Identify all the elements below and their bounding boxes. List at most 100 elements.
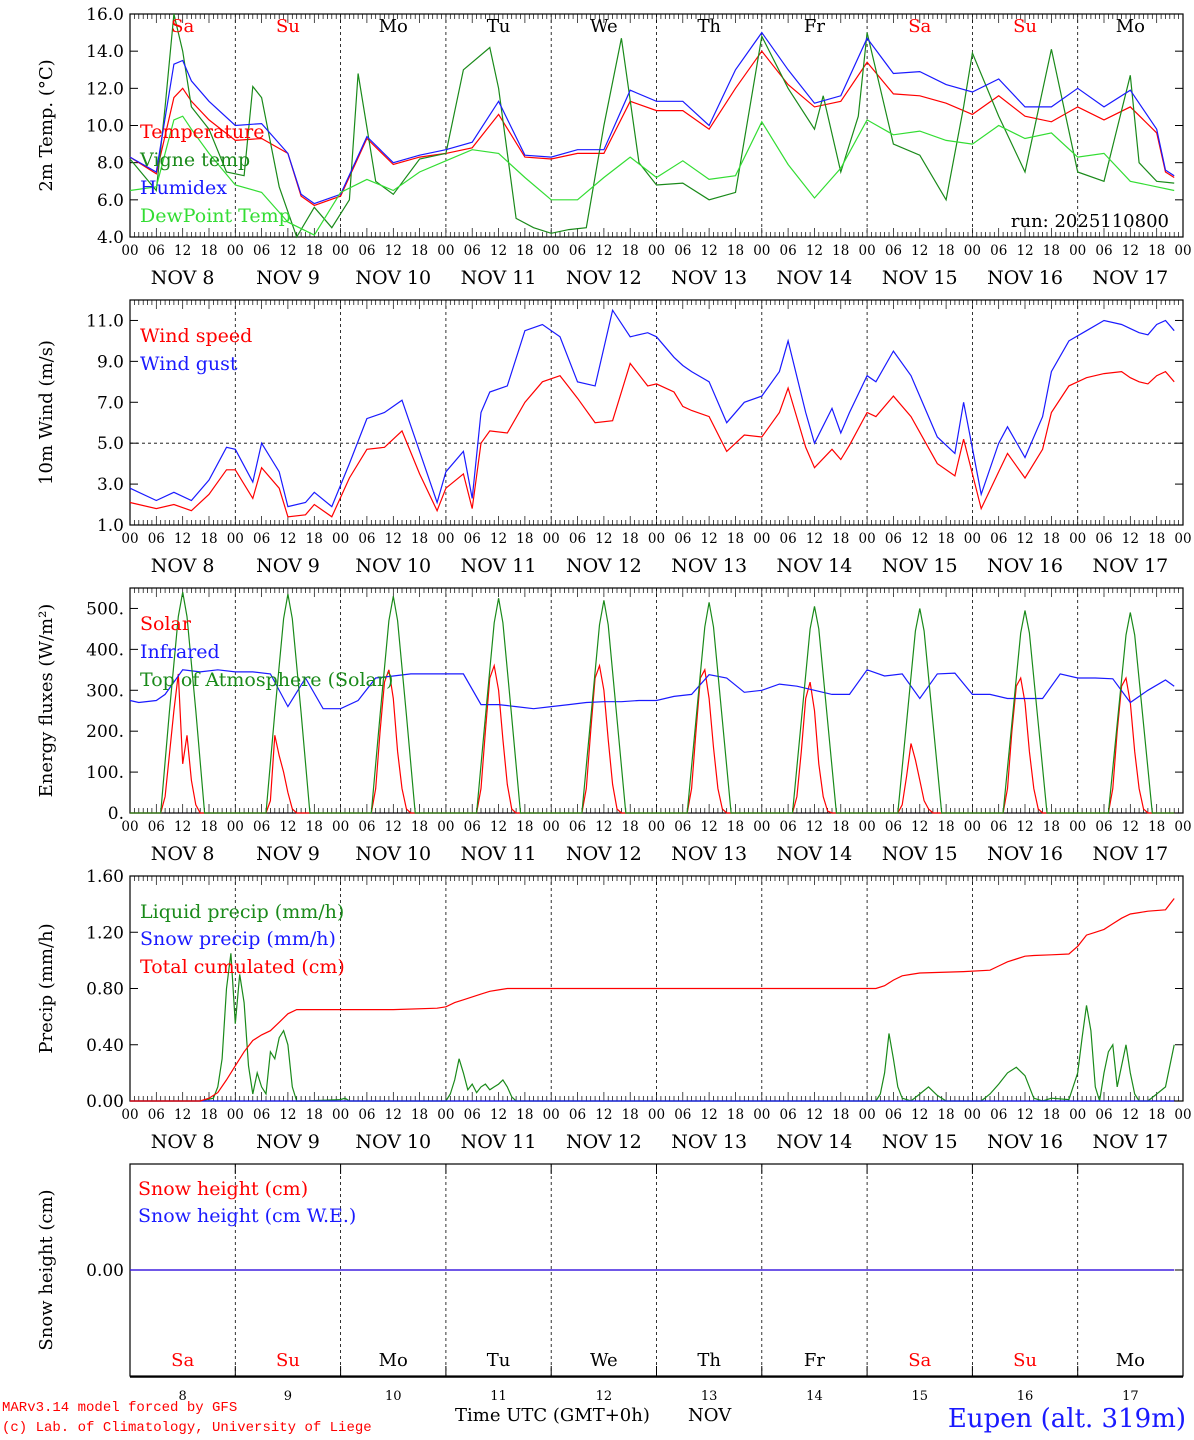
x-hour-label: 06: [358, 1107, 375, 1123]
legend-entry: Humidex: [140, 177, 227, 199]
legend-entry: Solar: [140, 613, 192, 635]
x-hour-label: 06: [780, 1107, 797, 1123]
series-line-total-cumulated-cm-: [130, 898, 1175, 1102]
x-date-label: NOV 13: [671, 1131, 747, 1153]
day-name-label: Sa: [908, 16, 931, 37]
x-date-label: NOV 17: [1092, 267, 1168, 289]
day-name-label: Sa: [908, 1350, 931, 1371]
panel-3: 0. 100. 200. 300. 400. 500. Energy fluxes (W/m…: [36, 587, 1192, 865]
x-minor-ticks-bottom: [129, 516, 1184, 525]
x-date-label: NOV 11: [461, 555, 537, 577]
run-annotation: run: 2025110800: [1011, 211, 1169, 232]
y-tick-label: 7.0: [97, 393, 124, 413]
x-minor-ticks-top: [129, 14, 1184, 23]
day-name-label: We: [590, 16, 618, 37]
y-tick-label: 400.: [86, 640, 124, 660]
x-hour-label: 00: [121, 819, 138, 835]
model-credit: MARv3.14 model forced by GFS: [2, 1400, 238, 1416]
y-axis-title: Precip (mm/h): [36, 923, 57, 1053]
legend-entry: DewPoint Temp: [140, 205, 291, 227]
x-hour-label: 00: [332, 1107, 349, 1123]
panel-5: 0.00 Snow height (cm) Snow height (cm) Snow…: [36, 1163, 1184, 1404]
x-hour-label: 06: [1095, 1107, 1112, 1123]
x-hour-label: 18: [727, 243, 744, 259]
legend-entry: Liquid precip (mm/h): [140, 901, 344, 923]
x-axis-month: NOV: [688, 1405, 732, 1426]
x-hour-label: 18: [727, 1107, 744, 1123]
x-hour-label: 12: [595, 531, 612, 547]
x-hour-label: 06: [253, 819, 270, 835]
x-hour-label: 12: [806, 1107, 823, 1123]
day-name-label: Sa: [171, 16, 194, 37]
x-hour-label: 06: [780, 531, 797, 547]
x-hour-label: 12: [701, 819, 718, 835]
x-hour-label: 00: [1174, 819, 1191, 835]
x-date-label: NOV 17: [1092, 555, 1168, 577]
x-hour-label: 00: [753, 531, 770, 547]
x-hour-label: 00: [1174, 243, 1191, 259]
x-hour-label: 18: [200, 531, 217, 547]
x-minor-ticks-top: [129, 588, 1184, 597]
x-hour-label: 12: [701, 1107, 718, 1123]
x-hour-label: 18: [1148, 1107, 1165, 1123]
x-hour-label: 18: [727, 819, 744, 835]
x-hour-label: 00: [227, 243, 244, 259]
x-day-number: 9: [284, 1389, 292, 1404]
x-hour-label: 06: [990, 1107, 1007, 1123]
x-hour-label: 06: [1095, 819, 1112, 835]
series-line-infrared: [129, 669, 1175, 710]
x-hour-label: 06: [148, 243, 165, 259]
day-name-label: Th: [697, 1350, 721, 1371]
x-axis-title: Time UTC (GMT+0h): [455, 1405, 650, 1426]
x-day-number: 15: [911, 1389, 928, 1404]
x-hour-label: 00: [332, 819, 349, 835]
y-tick-label: 200.: [86, 722, 124, 742]
series-line-vigne-temp: [129, 13, 1175, 239]
x-hour-label: 12: [385, 819, 402, 835]
x-hour-label: 00: [648, 1107, 665, 1123]
x-date-label: NOV 15: [882, 843, 958, 865]
x-hour-label: 06: [780, 819, 797, 835]
x-date-label: NOV 8: [151, 843, 215, 865]
x-hour-label: 12: [174, 243, 191, 259]
lab-credit: (c) Lab. of Climatology, University of L…: [2, 1420, 372, 1436]
x-hour-label: 06: [569, 1107, 586, 1123]
x-hour-label: 06: [569, 819, 586, 835]
x-hour-label: 00: [121, 531, 138, 547]
x-hour-label: 06: [674, 531, 691, 547]
x-hour-label: 18: [411, 243, 428, 259]
x-hour-label: 12: [911, 819, 928, 835]
x-date-label: NOV 14: [777, 1131, 853, 1153]
x-hour-label: 06: [358, 531, 375, 547]
legend-entry: Wind speed: [140, 325, 252, 347]
x-hour-label: 12: [385, 243, 402, 259]
x-date-label: NOV 10: [355, 555, 431, 577]
x-hour-label: 00: [648, 243, 665, 259]
x-hour-label: 00: [543, 1107, 560, 1123]
x-hour-label: 18: [200, 819, 217, 835]
y-tick-label: 0.80: [86, 980, 124, 1000]
x-hour-label: 06: [885, 1107, 902, 1123]
y-axis-title: 2m Temp. (°C): [36, 59, 57, 191]
x-hour-label: 18: [306, 531, 323, 547]
x-day-number: 13: [701, 1389, 718, 1404]
x-hour-label: 18: [622, 819, 639, 835]
y-tick-label: 1.60: [86, 867, 124, 887]
legend-entry: Snow height (cm): [138, 1178, 308, 1200]
x-day-number: 11: [490, 1389, 507, 1404]
x-date-label: NOV 17: [1092, 1131, 1168, 1153]
x-hour-label: 12: [806, 243, 823, 259]
y-axis-title: Energy fluxes (W/m²): [36, 604, 57, 798]
x-hour-label: 06: [674, 1107, 691, 1123]
x-date-label: NOV 12: [566, 267, 642, 289]
x-hour-label: 06: [148, 1107, 165, 1123]
x-hour-label: 00: [964, 819, 981, 835]
x-hour-label: 06: [1095, 531, 1112, 547]
series-line-top-of-atmosphere-solar-: [130, 591, 1175, 814]
x-hour-label: 00: [1069, 531, 1086, 547]
x-hour-label: 18: [1043, 819, 1060, 835]
y-tick-label: 12.0: [86, 79, 124, 99]
x-date-label: NOV 8: [151, 1131, 215, 1153]
y-tick-label: 4.0: [97, 228, 124, 248]
